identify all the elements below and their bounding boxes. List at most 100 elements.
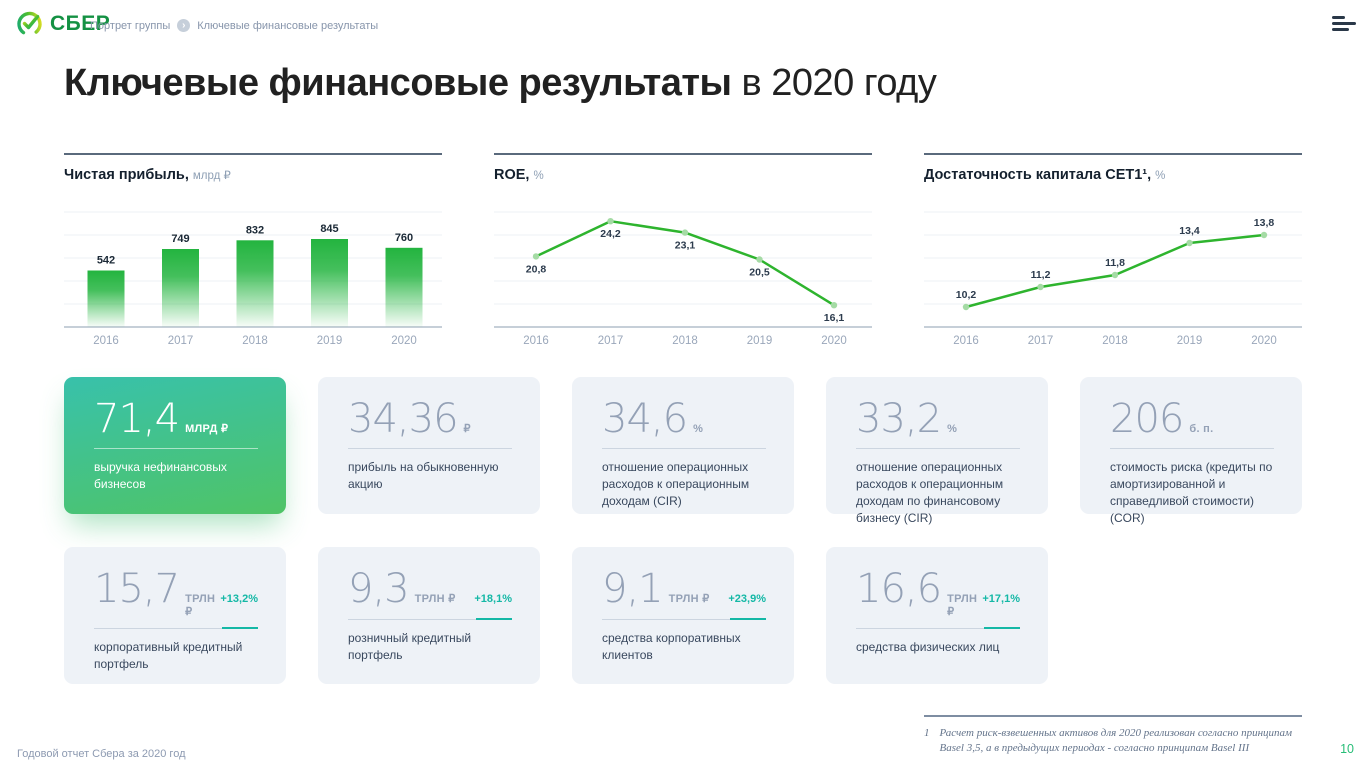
delta-underline <box>476 618 512 620</box>
kpi-label: выручка нефинансовых бизнесов <box>94 460 227 492</box>
svg-text:2019: 2019 <box>1177 335 1203 347</box>
chart-title-cet1: Достаточность капитала CET1¹,% <box>924 167 1166 183</box>
page-title-regular: в 2020 году <box>731 62 937 104</box>
kpi-card-cir: 34,6 % отношение операционных расходов к… <box>572 377 794 514</box>
chart-title-roe: ROE,% <box>494 167 544 183</box>
footnote: 1 Расчет риск-взвешенных активов для 202… <box>924 726 1308 756</box>
svg-text:749: 749 <box>171 233 189 245</box>
kpi-unit: ТРЛН ₽ <box>185 593 216 618</box>
svg-text:13,8: 13,8 <box>1254 217 1275 229</box>
kpi-card-eps: 34,36 ₽ прибыль на обыкновенную акцию <box>318 377 540 514</box>
footnote-text: Расчет риск-взвешенных активов для 2020 … <box>939 727 1293 754</box>
kpi-label: средства корпоративных клиентов <box>602 631 741 663</box>
chart-panel-net-profit: Чистая прибыль, млрд ₽ 542 749 832 845 760 201… <box>64 153 442 358</box>
svg-text:2019: 2019 <box>747 335 773 347</box>
svg-text:10,2: 10,2 <box>956 289 977 301</box>
svg-text:2020: 2020 <box>391 335 417 347</box>
svg-text:11,8: 11,8 <box>1105 257 1125 269</box>
card-divider <box>856 448 1020 449</box>
svg-text:2018: 2018 <box>672 335 698 347</box>
kpi-value: 33,2 <box>856 396 942 442</box>
kpi-label: средства физических лиц <box>856 640 1000 654</box>
svg-text:2020: 2020 <box>1251 335 1277 347</box>
kpi-label: прибыль на обыкновенную акцию <box>348 460 499 492</box>
kpi-unit: ТРЛН ₽ <box>668 593 710 605</box>
kpi-unit: % <box>693 423 704 435</box>
chart-title-net-profit: Чистая прибыль, млрд ₽ <box>64 167 231 183</box>
delta-underline <box>730 618 766 620</box>
svg-text:13,4: 13,4 <box>1179 225 1200 237</box>
roe-line-chart: 20,8 24,2 23,1 20,5 16,1 2016 2017 2018 2019 2020 <box>494 211 872 347</box>
svg-text:832: 832 <box>246 224 264 236</box>
chart-panel-roe: ROE,% 20,8 24,2 23,1 20,5 16,1 2016 2017 2018 20… <box>494 153 872 358</box>
svg-text:2017: 2017 <box>1028 335 1054 347</box>
svg-text:542: 542 <box>97 255 115 267</box>
kpi-label: отношение операционных расходов к операц… <box>602 460 750 509</box>
kpi-value: 15,7 <box>94 566 180 612</box>
page-title: Ключевые финансовые результаты в 2020 го… <box>64 62 937 105</box>
hamburger-menu-icon[interactable] <box>1332 16 1356 34</box>
kpi-card-retail-deposits: 16,6 ТРЛН ₽ +17,1% средства физических л… <box>826 547 1048 684</box>
svg-text:760: 760 <box>395 232 413 244</box>
svg-text:23,1: 23,1 <box>675 240 696 252</box>
kpi-delta-badge: +23,9% <box>728 593 766 605</box>
card-divider <box>1110 448 1274 449</box>
kpi-card-corporate-deposits: 9,1 ТРЛН ₽ +23,9% средства корпоративных… <box>572 547 794 684</box>
chart-unit-net-profit: млрд ₽ <box>192 170 231 182</box>
kpi-unit: б. п. <box>1189 423 1214 435</box>
svg-text:24,2: 24,2 <box>600 228 621 240</box>
svg-text:20,8: 20,8 <box>526 263 547 275</box>
svg-text:2020: 2020 <box>821 335 847 347</box>
kpi-value: 34,36 <box>348 396 459 442</box>
card-divider <box>94 448 258 449</box>
card-divider <box>602 448 766 449</box>
card-divider <box>602 618 766 620</box>
sber-logo[interactable]: СБЕР <box>16 10 110 37</box>
delta-underline <box>222 627 258 629</box>
sber-logo-icon <box>17 11 42 37</box>
chart-unit-roe: % <box>533 170 544 182</box>
kpi-label: стоимость риска (кредиты по амортизирова… <box>1110 460 1273 526</box>
kpi-label: розничный кредитный портфель <box>348 631 472 663</box>
kpi-unit: % <box>947 423 958 435</box>
kpi-card-cir-financial: 33,2 % отношение операционных расходов к… <box>826 377 1048 525</box>
kpi-delta-badge: +18,1% <box>474 593 512 605</box>
kpi-value: 9,3 <box>348 566 410 612</box>
breadcrumb-item-group-portrait[interactable]: Портрет группы <box>90 19 171 32</box>
kpi-value: 206 <box>1110 396 1184 442</box>
kpi-card-corporate-loans: 15,7 ТРЛН ₽ +13,2% корпоративный кредитн… <box>64 547 286 684</box>
kpi-unit: МЛРД ₽ <box>185 423 229 435</box>
chart-unit-cet1: % <box>1155 170 1166 182</box>
svg-text:16,1: 16,1 <box>824 312 845 324</box>
net-profit-bar-chart: 542 749 832 845 760 2016 2017 2018 2019 2020 <box>64 211 442 347</box>
kpi-unit: ТРЛН ₽ <box>414 593 456 605</box>
card-divider <box>856 627 1020 629</box>
chevron-right-icon: › <box>177 19 191 32</box>
footnote-divider <box>924 715 1302 717</box>
svg-text:2016: 2016 <box>93 335 119 347</box>
card-divider <box>348 448 512 449</box>
page-title-bold: Ключевые финансовые результаты <box>64 62 732 104</box>
sber-logo-text: СБЕР <box>50 11 111 35</box>
chart-panel-cet1: Достаточность капитала CET1¹,% 10,2 11,2 1… <box>924 153 1302 358</box>
kpi-card-retail-loans: 9,3 ТРЛН ₽ +18,1% розничный кредитный по… <box>318 547 540 684</box>
svg-text:2018: 2018 <box>242 335 268 347</box>
kpi-delta-badge: +13,2% <box>220 593 258 605</box>
kpi-value: 16,6 <box>856 566 942 612</box>
delta-underline <box>984 627 1020 629</box>
report-name: Годовой отчет Сбера за 2020 год <box>17 748 186 760</box>
card-divider <box>94 627 258 629</box>
svg-text:2017: 2017 <box>168 335 194 347</box>
page-number: 10 <box>1340 742 1354 756</box>
kpi-label: корпоративный кредитный портфель <box>94 640 243 672</box>
breadcrumb-item-key-results[interactable]: Ключевые финансовые результаты <box>197 19 379 32</box>
kpi-label: отношение операционных расходов к операц… <box>856 460 1004 526</box>
card-divider <box>348 618 512 620</box>
svg-text:11,2: 11,2 <box>1031 269 1051 281</box>
svg-text:20,5: 20,5 <box>749 267 770 279</box>
kpi-unit: ₽ <box>463 423 471 435</box>
kpi-unit: ТРЛН ₽ <box>947 593 978 618</box>
breadcrumb: Портрет группы › Ключевые финансовые рез… <box>90 19 378 32</box>
kpi-value: 9,1 <box>602 566 664 612</box>
